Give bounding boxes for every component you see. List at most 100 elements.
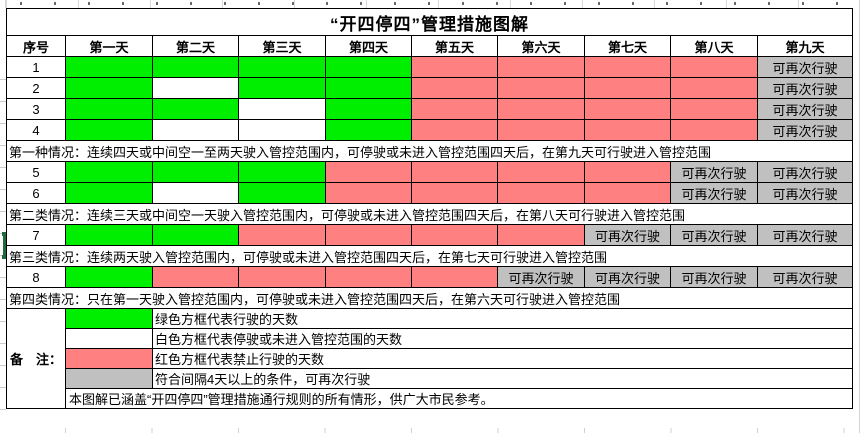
- day-cell[interactable]: 可再次行驶: [756, 182, 854, 204]
- legend-text[interactable]: 符合间隔4天以上的条件，可再次行驶: [151, 368, 854, 389]
- day-cell[interactable]: [497, 98, 585, 120]
- row-number[interactable]: 4: [6, 119, 66, 141]
- case-description[interactable]: 第三类情况：连续两天驶入管控范围内，可停驶或未进入管控范围四天后，在第七天可行驶…: [5, 245, 854, 267]
- day-cell[interactable]: [152, 119, 239, 141]
- day-cell[interactable]: [411, 224, 498, 246]
- legend-swatch-red[interactable]: [65, 348, 153, 369]
- day-cell[interactable]: [152, 77, 239, 99]
- day-cell[interactable]: 可再次行驶: [756, 119, 854, 141]
- day-cell[interactable]: [325, 224, 412, 246]
- day-cell[interactable]: [325, 266, 412, 288]
- legend-swatch-gray[interactable]: [65, 368, 153, 389]
- day-cell[interactable]: [238, 56, 326, 78]
- day-cell[interactable]: 可再次行驶: [584, 266, 671, 288]
- day-cell[interactable]: [497, 56, 585, 78]
- legend-text[interactable]: 绿色方框代表行驶的天数: [151, 308, 854, 329]
- day-cell[interactable]: [411, 182, 498, 204]
- day-cell[interactable]: [411, 98, 498, 120]
- day-cell[interactable]: [325, 182, 412, 204]
- day-cell[interactable]: 可再次行驶: [756, 224, 854, 246]
- day-cell[interactable]: [238, 182, 326, 204]
- case-description[interactable]: 第二类情况：连续三天或中间空一天驶入管控范围内，可停驶或未进入管控范围四天后，在…: [5, 203, 854, 225]
- day-cell[interactable]: [670, 56, 758, 78]
- day-cell[interactable]: [238, 119, 326, 141]
- column-header[interactable]: 第九天: [756, 35, 854, 57]
- day-cell[interactable]: [584, 182, 671, 204]
- day-cell[interactable]: [411, 77, 498, 99]
- day-cell[interactable]: [152, 224, 239, 246]
- day-cell[interactable]: [152, 182, 239, 204]
- day-cell[interactable]: [325, 119, 412, 141]
- column-header[interactable]: 第三天: [238, 35, 326, 57]
- footer-note[interactable]: 本图解已涵盖“开四停四”管理措施通行规则的所有情形，供广大市民参考。: [64, 388, 854, 409]
- day-cell[interactable]: [584, 98, 671, 120]
- day-cell[interactable]: [65, 98, 153, 120]
- day-cell[interactable]: [411, 56, 498, 78]
- column-header[interactable]: 第四天: [325, 35, 412, 57]
- notes-label[interactable]: 备 注：: [6, 308, 66, 409]
- day-cell[interactable]: 可再次行驶: [497, 266, 585, 288]
- day-cell[interactable]: [238, 77, 326, 99]
- day-cell[interactable]: [497, 224, 585, 246]
- day-cell[interactable]: [584, 161, 671, 183]
- case-description[interactable]: 第四类情况：只在第一天驶入管控范围内，可停驶或未进入管控范围四天后，在第六天可行…: [5, 287, 854, 309]
- day-cell[interactable]: [152, 161, 239, 183]
- day-cell[interactable]: [65, 56, 153, 78]
- day-cell[interactable]: [584, 119, 671, 141]
- legend-swatch-green[interactable]: [65, 308, 153, 329]
- column-header[interactable]: 第八天: [670, 35, 758, 57]
- column-header[interactable]: 序号: [6, 35, 66, 57]
- day-cell[interactable]: [65, 77, 153, 99]
- day-cell[interactable]: [670, 98, 758, 120]
- day-cell[interactable]: [65, 266, 153, 288]
- column-header[interactable]: 第五天: [411, 35, 498, 57]
- day-cell[interactable]: [325, 56, 412, 78]
- day-cell[interactable]: 可再次行驶: [584, 224, 671, 246]
- day-cell[interactable]: [65, 224, 153, 246]
- legend-text[interactable]: 白色方框代表停驶或未进入管控范围的天数: [151, 328, 854, 349]
- day-cell[interactable]: [411, 119, 498, 141]
- day-cell[interactable]: 可再次行驶: [670, 182, 758, 204]
- column-header[interactable]: 第七天: [584, 35, 671, 57]
- day-cell[interactable]: [152, 98, 239, 120]
- day-cell[interactable]: [497, 77, 585, 99]
- day-cell[interactable]: [670, 119, 758, 141]
- row-number[interactable]: 5: [6, 161, 66, 183]
- column-header[interactable]: 第一天: [65, 35, 153, 57]
- day-cell[interactable]: [325, 98, 412, 120]
- day-cell[interactable]: [65, 182, 153, 204]
- day-cell[interactable]: [238, 224, 326, 246]
- day-cell[interactable]: [670, 77, 758, 99]
- row-number[interactable]: 7: [6, 224, 66, 246]
- day-cell[interactable]: [584, 56, 671, 78]
- row-number[interactable]: 8: [6, 266, 66, 288]
- legend-swatch-white[interactable]: [65, 328, 153, 349]
- day-cell[interactable]: [152, 56, 239, 78]
- day-cell[interactable]: 可再次行驶: [670, 224, 758, 246]
- legend-text[interactable]: 红色方框代表禁止行驶的天数: [151, 348, 854, 369]
- row-number[interactable]: 1: [6, 56, 66, 78]
- day-cell[interactable]: 可再次行驶: [756, 161, 854, 183]
- day-cell[interactable]: [238, 161, 326, 183]
- day-cell[interactable]: [238, 98, 326, 120]
- day-cell[interactable]: [497, 182, 585, 204]
- row-number[interactable]: 6: [6, 182, 66, 204]
- day-cell[interactable]: 可再次行驶: [756, 266, 854, 288]
- day-cell[interactable]: 可再次行驶: [756, 77, 854, 99]
- day-cell[interactable]: 可再次行驶: [756, 98, 854, 120]
- day-cell[interactable]: 可再次行驶: [670, 266, 758, 288]
- day-cell[interactable]: [325, 161, 412, 183]
- day-cell[interactable]: 可再次行驶: [756, 56, 854, 78]
- case-description[interactable]: 第一种情况：连续四天或中间空一至两天驶入管控范围内，可停驶或未进入管控范围四天后…: [5, 140, 854, 162]
- day-cell[interactable]: [65, 119, 153, 141]
- day-cell[interactable]: [497, 161, 585, 183]
- column-header[interactable]: 第二天: [152, 35, 239, 57]
- row-number[interactable]: 2: [6, 77, 66, 99]
- day-cell[interactable]: [497, 119, 585, 141]
- day-cell[interactable]: [325, 77, 412, 99]
- day-cell[interactable]: [65, 161, 153, 183]
- page-title[interactable]: “开四停四”管理措施图解: [5, 8, 854, 36]
- day-cell[interactable]: [584, 77, 671, 99]
- day-cell[interactable]: [411, 266, 498, 288]
- day-cell[interactable]: 可再次行驶: [670, 161, 758, 183]
